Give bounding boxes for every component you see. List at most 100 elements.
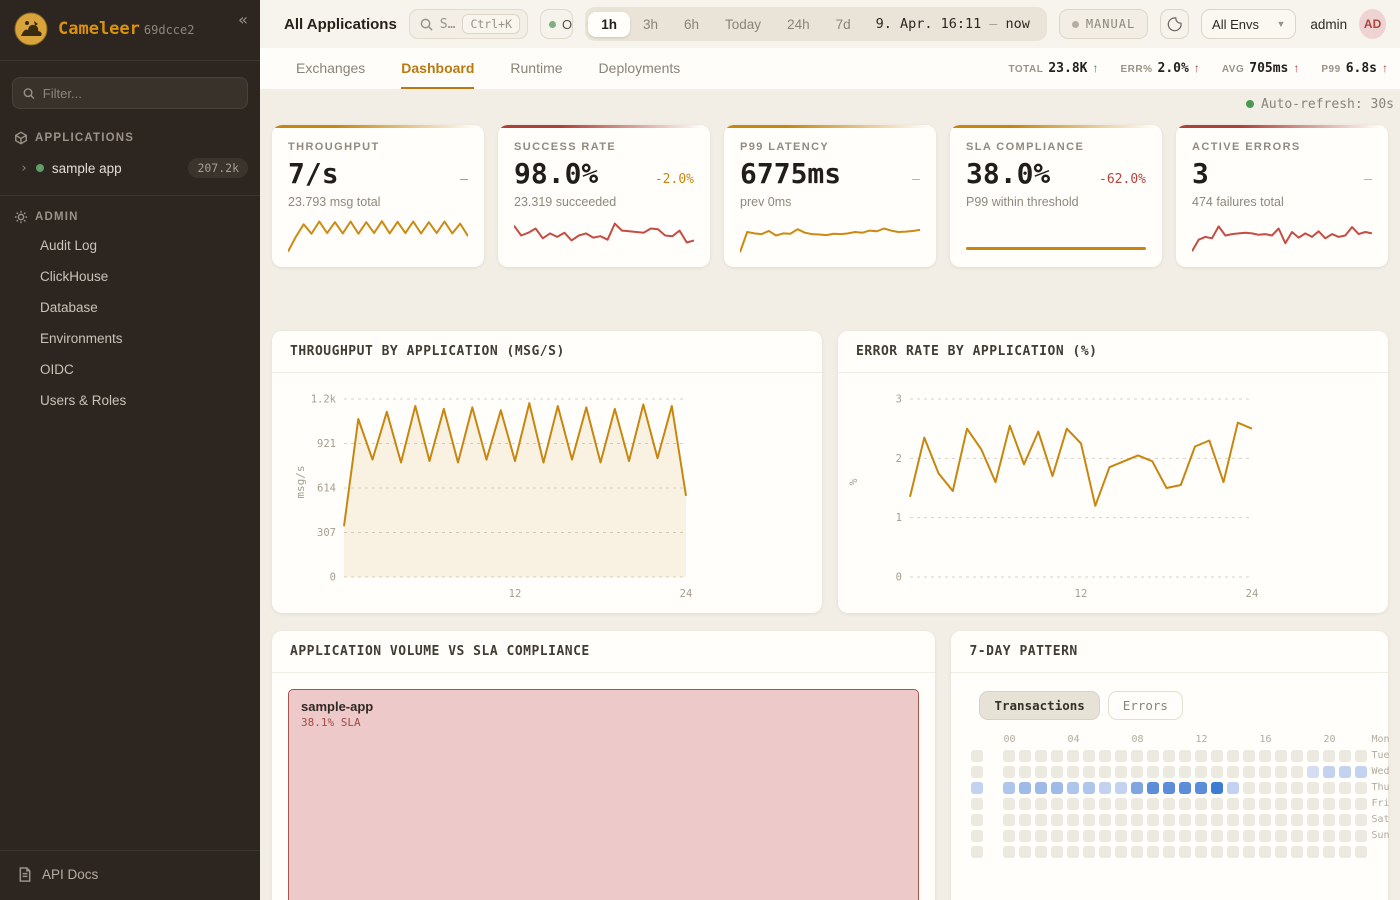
heatmap-cell xyxy=(1131,830,1144,842)
global-search-field[interactable]: S… Ctrl+K xyxy=(408,9,528,39)
kpi-delta: -62.0% xyxy=(1099,172,1146,187)
heatmap-cell xyxy=(1339,830,1352,842)
tab-dashboard[interactable]: Dashboard xyxy=(401,48,475,89)
heatmap-cell xyxy=(1227,750,1240,762)
kpi-card-active-errors: ACTIVE ERRORS 3 – 474 failures total xyxy=(1176,125,1388,267)
heatmap-cell xyxy=(1083,750,1096,762)
heatmap-cell xyxy=(1275,830,1288,842)
heatmap-cell xyxy=(1115,782,1128,794)
heatmap-cell xyxy=(1163,814,1176,826)
status-dot xyxy=(549,20,556,28)
kpi-title: P99 LATENCY xyxy=(740,141,830,153)
divider xyxy=(0,850,260,851)
range-pill-today[interactable]: Today xyxy=(725,16,762,32)
sidebar-item-users-roles[interactable]: Users & Roles xyxy=(40,393,127,408)
page-title: All Applications xyxy=(284,15,397,33)
heatmap-cell xyxy=(1163,750,1176,762)
heatmap-cell xyxy=(1339,766,1352,778)
stat-err: ERR% 2.0% ↑ xyxy=(1120,61,1200,76)
trend-arrow-icon: ↑ xyxy=(1293,61,1300,75)
date-range-display[interactable]: 9. Apr. 16:11 – now xyxy=(864,16,1044,32)
heatmap-cell xyxy=(1355,830,1368,842)
heatmap-cell xyxy=(1307,782,1320,794)
heatmap-cell xyxy=(1323,830,1336,842)
throughput-line-chart: 1.2k 921 614 307 0 12 24 xyxy=(298,387,822,610)
sidebar-filter-field[interactable] xyxy=(12,77,248,109)
heatmap-cell xyxy=(1307,830,1320,842)
heatmap-cell xyxy=(1019,766,1032,778)
avatar[interactable]: AD xyxy=(1359,9,1387,39)
kpi-accent-bar xyxy=(724,125,936,128)
sidebar-item-environments[interactable]: Environments xyxy=(40,331,123,346)
treemap-tile-sample-app[interactable]: sample-app 38.1% SLA xyxy=(288,689,920,900)
kpi-delta: – xyxy=(1364,172,1372,187)
tab-transactions[interactable]: Transactions xyxy=(979,691,1100,720)
heatmap-day-label: Mon xyxy=(1371,734,1390,745)
tab-runtime[interactable]: Runtime xyxy=(510,59,563,76)
app-name: sample app xyxy=(51,160,122,176)
heatmap-day-label: Fri xyxy=(1371,798,1390,809)
range-pill-7d[interactable]: 7d xyxy=(835,16,851,32)
time-range-pills: 1h 3h 6h Today 24h 7d xyxy=(588,11,863,37)
heatmap-cell xyxy=(1003,830,1016,842)
sidebar-item-audit-log[interactable]: Audit Log xyxy=(40,238,98,253)
sidebar-item-api-docs[interactable]: API Docs xyxy=(0,853,260,900)
heatmap-cell xyxy=(1211,814,1224,826)
sidebar-filter-input[interactable] xyxy=(42,85,237,101)
stat-total: TOTAL 23.8K ↑ xyxy=(1008,61,1099,76)
kpi-card-p99-latency: P99 LATENCY 6775ms – prev 0ms xyxy=(724,125,936,267)
tab-errors[interactable]: Errors xyxy=(1107,691,1183,720)
chevron-right-icon[interactable]: › xyxy=(20,160,28,176)
heatmap-cell xyxy=(1291,782,1304,794)
tabs: Exchanges Dashboard Runtime Deployments xyxy=(296,48,716,89)
heatmap-cell xyxy=(1259,750,1272,762)
range-pill-3h[interactable]: 3h xyxy=(642,16,658,32)
heatmap-cell xyxy=(1259,782,1272,794)
range-pill-6h[interactable]: 6h xyxy=(684,16,700,32)
range-pill-24h[interactable]: 24h xyxy=(787,16,810,32)
sidebar-item-clickhouse[interactable]: ClickHouse xyxy=(40,269,109,284)
tab-exchanges[interactable]: Exchanges xyxy=(296,59,366,76)
kpi-title: SUCCESS RATE xyxy=(514,141,617,153)
heatmap-cell xyxy=(1115,766,1128,778)
heatmap-cell xyxy=(1099,846,1112,858)
heatmap-cell xyxy=(1019,798,1032,810)
heatmap-cell xyxy=(1035,846,1048,858)
chevron-down-icon: ▼ xyxy=(1276,19,1286,29)
heatmap-cell xyxy=(1051,830,1064,842)
connection-status-chip[interactable]: O xyxy=(540,9,574,39)
search-icon xyxy=(23,87,35,99)
heatmap-cell xyxy=(1227,814,1240,826)
throughput-chart-card: THROUGHPUT BY APPLICATION (MSG/S) msg/s … xyxy=(272,331,822,613)
sidebar-item-oidc[interactable]: OIDC xyxy=(40,362,74,377)
sidebar-item-sample-app[interactable]: › sample app 207.2k xyxy=(0,151,260,185)
chart-body: % 3 2 1 0 12 24 xyxy=(838,373,1388,610)
environment-select[interactable]: All Envs ▼ xyxy=(1201,9,1297,39)
svg-text:0: 0 xyxy=(330,572,336,584)
kpi-value: 98.0% xyxy=(514,157,599,190)
heatmap-cell xyxy=(1307,750,1320,762)
dark-mode-toggle[interactable] xyxy=(1160,9,1190,39)
heatmap-hour-label: 08 xyxy=(1131,734,1144,745)
heatmap-cell xyxy=(1195,846,1208,858)
heatmap-cell xyxy=(1323,814,1336,826)
heatmap-cell xyxy=(1051,814,1064,826)
heatmap-cell xyxy=(1003,766,1016,778)
tab-deployments[interactable]: Deployments xyxy=(598,59,681,76)
collapse-sidebar-icon[interactable]: « xyxy=(238,10,248,29)
heatmap-cell xyxy=(1195,782,1208,794)
range-pill-1h[interactable]: 1h xyxy=(588,11,630,37)
heatmap-cell xyxy=(1179,798,1192,810)
manual-refresh-button[interactable]: MANUAL xyxy=(1058,9,1149,39)
heatmap-cell xyxy=(1211,846,1224,858)
heatmap-cell xyxy=(1003,782,1016,794)
heatmap-cell xyxy=(1291,798,1304,810)
heatmap-cell xyxy=(1291,766,1304,778)
heatmap-cell xyxy=(971,798,984,810)
heatmap-cell xyxy=(971,814,984,826)
sidebar-item-database[interactable]: Database xyxy=(40,300,98,315)
heatmap-cell xyxy=(1211,782,1224,794)
heatmap-day-label: Wed xyxy=(1371,766,1390,777)
kpi-title: THROUGHPUT xyxy=(288,141,380,153)
